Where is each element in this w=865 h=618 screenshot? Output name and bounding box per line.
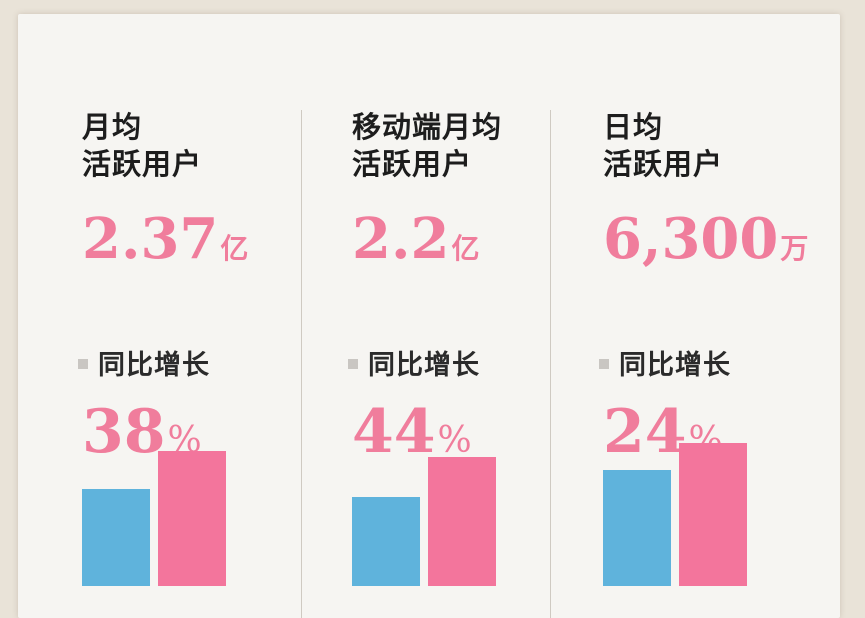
column-divider <box>301 110 302 618</box>
growth-label-text: 同比增长 <box>368 350 480 381</box>
main-value: 6,300万 <box>603 206 808 272</box>
percent-sign: % <box>437 420 472 461</box>
infographic-card: 月均 活跃用户 2.37亿 同比增长 38% 移动端月均 活跃用户 2.2亿 同… <box>18 14 840 618</box>
main-value-unit: 万 <box>780 232 809 265</box>
panel-title: 月均 活跃用户 <box>82 110 203 181</box>
growth-label: 同比增长 <box>348 343 480 382</box>
bar-chart <box>352 14 532 618</box>
panel-title: 移动端月均 活跃用户 <box>352 110 503 181</box>
bar-current-year <box>428 457 496 586</box>
main-value: 2.2亿 <box>352 206 479 272</box>
main-value-number: 2.2 <box>352 206 450 272</box>
main-value-unit: 亿 <box>220 232 249 265</box>
growth-value: 44% <box>352 397 472 467</box>
growth-label: 同比增长 <box>599 343 731 382</box>
growth-number: 24 <box>603 397 687 467</box>
bar-previous-year <box>82 489 150 586</box>
bar-previous-year <box>352 497 420 586</box>
bar-chart <box>603 14 783 618</box>
panel-title: 日均 活跃用户 <box>603 110 724 181</box>
panel-daily-active: 日均 活跃用户 6,300万 同比增长 24% <box>599 14 863 618</box>
growth-label-text: 同比增长 <box>98 350 210 381</box>
main-value: 2.37亿 <box>82 206 248 272</box>
bullet-square-icon <box>599 358 609 369</box>
bar-previous-year <box>603 470 671 586</box>
main-value-unit: 亿 <box>451 232 480 265</box>
panel-mobile-monthly-active: 移动端月均 活跃用户 2.2亿 同比增长 44% <box>348 14 612 618</box>
growth-label: 同比增长 <box>78 343 210 382</box>
bar-current-year <box>679 443 747 586</box>
bar-chart <box>82 14 262 618</box>
column-divider <box>550 110 551 618</box>
bar-current-year <box>158 451 226 586</box>
main-value-number: 2.37 <box>82 206 219 272</box>
growth-number: 38 <box>82 397 166 467</box>
growth-number: 44 <box>352 397 436 467</box>
bullet-square-icon <box>78 358 88 369</box>
bullet-square-icon <box>348 358 358 369</box>
growth-value: 24% <box>603 397 723 467</box>
panel-monthly-active: 月均 活跃用户 2.37亿 同比增长 38% <box>78 14 342 618</box>
growth-label-text: 同比增长 <box>619 350 731 381</box>
main-value-number: 6,300 <box>603 206 779 272</box>
